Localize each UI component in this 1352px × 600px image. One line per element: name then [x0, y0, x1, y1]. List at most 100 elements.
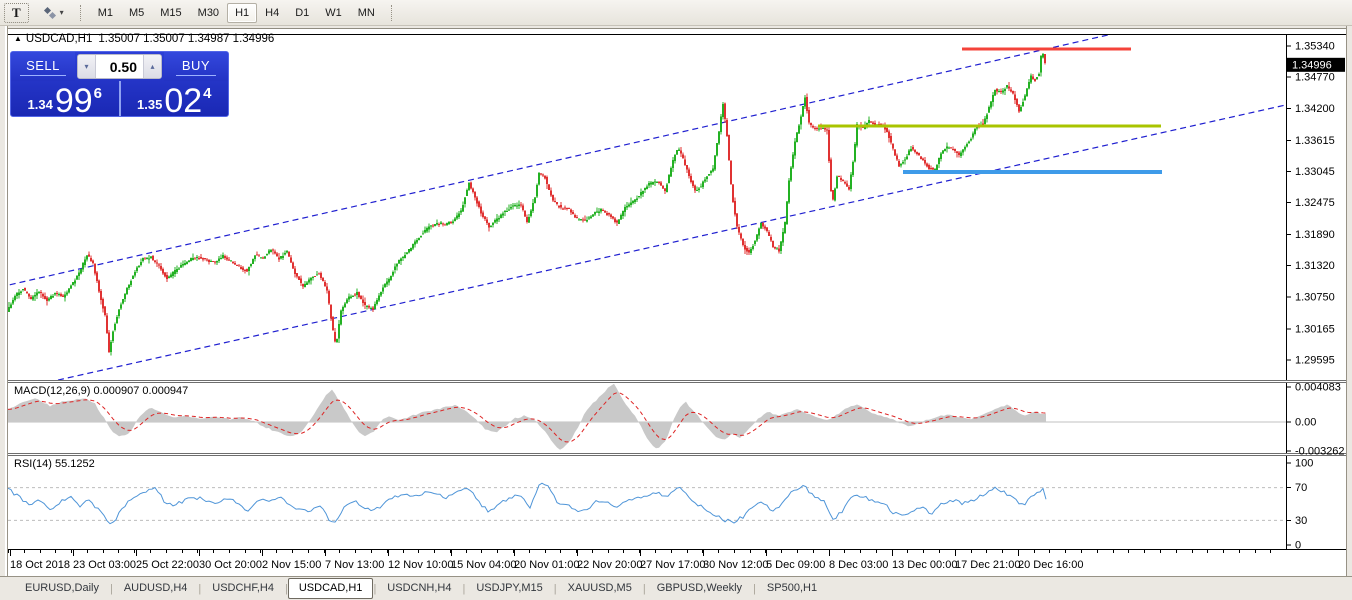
- price-axis-label: 1.32475: [1295, 197, 1335, 209]
- chart-collapse-icon[interactable]: ▲: [14, 34, 22, 43]
- arrows-tool-button[interactable]: ▾: [35, 3, 72, 23]
- macd-signal-line: [8, 392, 1047, 443]
- sell-price-pipette: 6: [93, 85, 102, 102]
- volume-increase-button[interactable]: ▴: [143, 55, 161, 78]
- time-axis-label: 12 Nov 10:00: [388, 559, 453, 571]
- price-axis-label: 1.33045: [1295, 166, 1335, 178]
- time-axis-label: 5 Dec 09:00: [766, 559, 825, 571]
- macd-plot-area[interactable]: [8, 384, 1286, 450]
- volume-stepper: ▾ 0.50 ▴: [77, 54, 162, 79]
- window-right-edge: [1346, 26, 1352, 576]
- time-axis-label: 22 Nov 20:00: [577, 559, 642, 571]
- chart-tab-bar: EURUSD,Daily | AUDUSD,H4 | USDCHF,H4 | USDCAD,…: [0, 576, 1352, 600]
- sell-button-label: SELL: [20, 58, 66, 76]
- buy-price-big-digits: 02: [164, 82, 203, 117]
- rsi-plot-area[interactable]: [8, 482, 1286, 525]
- chart-background: [8, 29, 1346, 577]
- time-axis-label: 17 Dec 21:00: [955, 559, 1020, 571]
- chart-tab-usdcad[interactable]: USDCAD,H1: [287, 578, 374, 599]
- price-axis-label: 1.30750: [1295, 291, 1335, 303]
- current-price-label: 1.34996: [1292, 59, 1332, 71]
- rsi-axis-label: 70: [1295, 482, 1307, 494]
- chart-window: 1.35340 1.34770 1.34200 1.33615 1.33045 1.324…: [8, 28, 1346, 577]
- rsi-axis-label: 100: [1295, 458, 1313, 470]
- timeframe-button-m1[interactable]: M1: [90, 3, 121, 23]
- candlesticks: [8, 52, 1046, 356]
- price-axis-label: 1.34770: [1295, 72, 1335, 84]
- chart-frames: [8, 34, 1346, 550]
- timeframe-button-mn[interactable]: MN: [350, 3, 383, 23]
- timeframe-button-h1[interactable]: H1: [227, 2, 258, 23]
- buy-price-pipette: 4: [203, 85, 212, 102]
- time-axis-label: 7 Nov 13:00: [325, 559, 384, 571]
- chart-canvas[interactable]: 1.35340 1.34770 1.34200 1.33615 1.33045 1.324…: [8, 29, 1346, 577]
- chart-tab-usdcnh[interactable]: USDCNH,H4: [387, 582, 452, 594]
- window-left-edge: [0, 26, 8, 576]
- time-axis-label: 15 Nov 04:00: [451, 559, 516, 571]
- buy-button[interactable]: BUY: [164, 52, 228, 81]
- chart-tab-audusd[interactable]: AUDUSD,H4: [123, 582, 188, 594]
- text-tool-button[interactable]: T: [4, 2, 29, 23]
- rsi-line: [8, 482, 1047, 525]
- tab-separator: |: [462, 582, 466, 595]
- time-axis-label: 30 Oct 20:00: [199, 559, 262, 571]
- time-axis-label: 20 Nov 01:00: [514, 559, 579, 571]
- price-plot-area[interactable]: [8, 34, 1286, 380]
- price-axis-label: 1.31320: [1295, 260, 1335, 272]
- arrows-icon: [43, 6, 57, 20]
- time-axis-label: 18 Oct 2018: [10, 559, 70, 571]
- toolbar: T ▾ M1 M5 M15 M30 H1 H4 D1 W1 MN: [0, 0, 1352, 26]
- tab-separator: |: [642, 582, 646, 595]
- time-axis-label: 20 Dec 16:00: [1018, 559, 1083, 571]
- chart-tab-usdjpy[interactable]: USDJPY,M15: [476, 582, 543, 594]
- macd-axis-label: 0.00: [1295, 417, 1316, 429]
- sell-price-display[interactable]: 1.34 99 6: [11, 81, 121, 117]
- timeframe-button-m15[interactable]: M15: [152, 3, 189, 23]
- sell-button[interactable]: SELL: [11, 52, 75, 81]
- price-axis-label: 1.30165: [1295, 323, 1335, 335]
- time-axis-label: 2 Nov 15:00: [262, 559, 321, 571]
- timeframe-button-d1[interactable]: D1: [287, 3, 317, 23]
- price-axis-label: 1.34200: [1295, 103, 1335, 115]
- tab-separator: |: [285, 582, 288, 595]
- macd-axis-label: -0.003262: [1295, 446, 1345, 458]
- price-axis[interactable]: 1.35340 1.34770 1.34200 1.33615 1.33045 1.324…: [1286, 41, 1345, 552]
- chart-ohlc-values: 1.35007 1.35007 1.34987 1.34996: [98, 33, 275, 45]
- timeframe-button-w1[interactable]: W1: [317, 3, 350, 23]
- chart-tab-gbpusd[interactable]: GBPUSD,Weekly: [656, 582, 743, 594]
- chart-tab-xauusd[interactable]: XAUUSD,M5: [567, 582, 632, 594]
- time-axis-label: 27 Nov 17:00: [640, 559, 705, 571]
- macd-histogram-area: [8, 384, 1046, 450]
- chevron-down-icon: ▾: [59, 8, 64, 17]
- chart-tab-sp500[interactable]: SP500,H1: [766, 582, 818, 594]
- toolbar-grip: [79, 4, 82, 21]
- timeframe-button-group: M1 M5 M15 M30 H1 H4 D1 W1 MN: [90, 2, 383, 23]
- timeframe-button-h4[interactable]: H4: [257, 3, 287, 23]
- macd-axis-label: 0.004083: [1295, 382, 1341, 394]
- chart-tab-eurusd[interactable]: EURUSD,Daily: [25, 582, 99, 594]
- price-axis-label: 1.29595: [1295, 354, 1335, 366]
- time-axis-label: 30 Nov 12:00: [703, 559, 768, 571]
- time-axis-label: 13 Dec 00:00: [892, 559, 957, 571]
- tab-separator: |: [553, 582, 557, 595]
- buy-price-prefix: 1.35: [137, 97, 163, 112]
- macd-indicator-label: MACD(12,26,9) 0.000907 0.000947: [14, 385, 189, 397]
- volume-input[interactable]: 0.50: [109, 58, 137, 75]
- volume-decrease-button[interactable]: ▾: [78, 55, 96, 78]
- chart-symbol-period: USDCAD,H1: [25, 33, 93, 45]
- one-click-trading-panel: SELL ▾ 0.50 ▴ BUY 1.34 99 6 1.35: [10, 51, 229, 117]
- price-axis-label: 1.33615: [1295, 135, 1335, 147]
- trend-channel-upper-line[interactable]: [8, 34, 1112, 287]
- tab-separator: |: [109, 582, 113, 595]
- rsi-axis-label: 30: [1295, 515, 1307, 527]
- time-axis[interactable]: 18 Oct 2018 23 Oct 03:00 25 Oct 22:00 30 Oc…: [8, 550, 1271, 571]
- sell-price-big-digits: 99: [54, 82, 93, 117]
- buy-price-display[interactable]: 1.35 02 4: [121, 81, 229, 117]
- buy-button-label: BUY: [175, 58, 217, 76]
- sell-price-prefix: 1.34: [27, 97, 53, 112]
- chart-tab-usdchf[interactable]: USDCHF,H4: [212, 582, 274, 594]
- chart-title: ▲ USDCAD,H1 1.35007 1.35007 1.34987 1.3499…: [14, 33, 274, 45]
- timeframe-button-m5[interactable]: M5: [121, 3, 152, 23]
- timeframe-button-m30[interactable]: M30: [190, 3, 227, 23]
